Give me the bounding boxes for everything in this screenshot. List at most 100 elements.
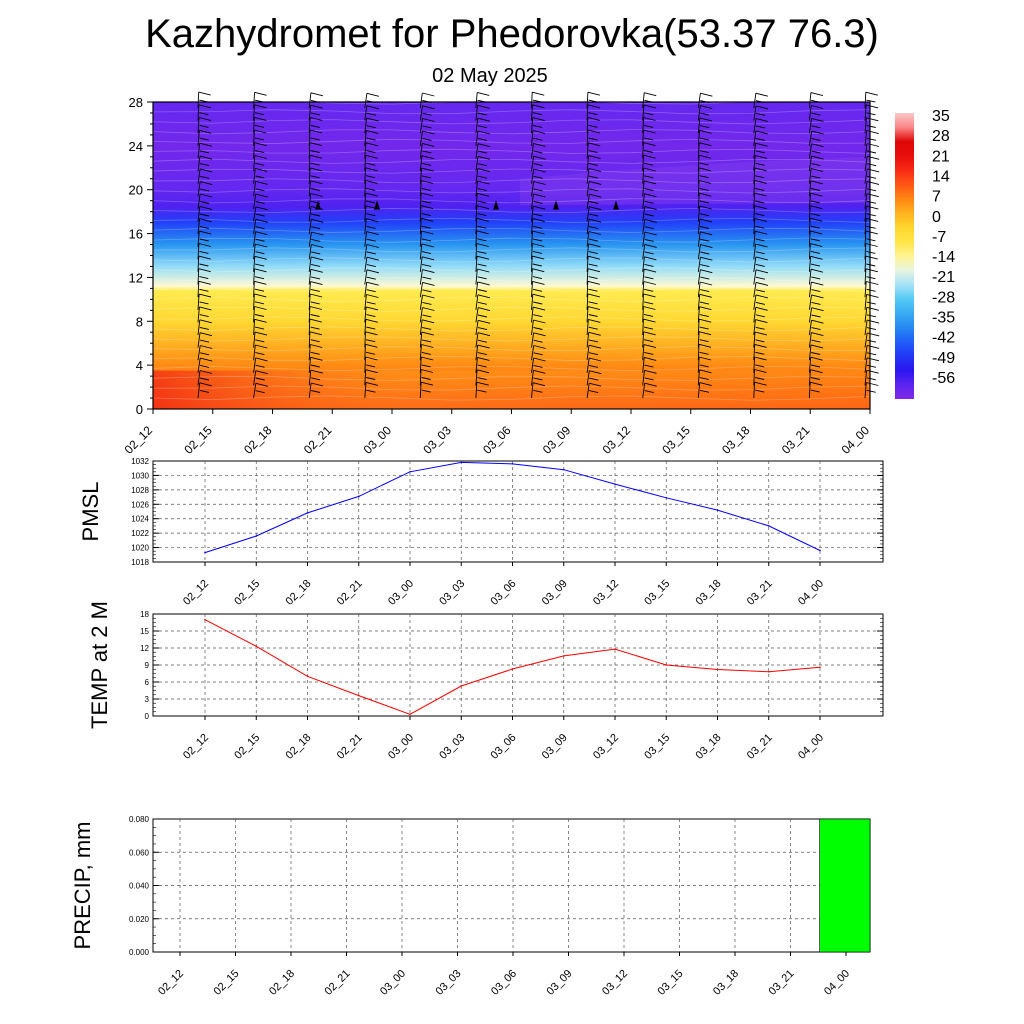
y-tick-label: 1030 <box>131 471 149 480</box>
wind-barb <box>642 331 656 348</box>
wind-barb <box>864 143 880 159</box>
colorbar-label: -14 <box>932 249 955 266</box>
wind-barb <box>586 357 602 373</box>
x-tick-label: 02_12 <box>181 732 211 762</box>
wind-barb <box>197 255 211 272</box>
wind-barb <box>864 382 879 399</box>
colorbar-label: 28 <box>932 128 950 145</box>
wind-barb <box>253 155 267 172</box>
wind-barb <box>697 117 713 134</box>
wind-barb <box>531 243 545 260</box>
wind-barb <box>753 192 767 209</box>
wind-barb <box>753 167 767 184</box>
wind-barb <box>642 306 656 323</box>
wind-barb <box>197 370 213 386</box>
wind-barb <box>475 230 489 247</box>
cold-core-region <box>520 156 870 206</box>
x-tick-label: 04_00 <box>796 578 826 608</box>
wind-barb <box>753 142 768 159</box>
wind-barb <box>642 243 657 260</box>
colorbar <box>895 113 914 399</box>
wind-barb <box>864 306 879 323</box>
temp-point <box>511 668 514 670</box>
y-tick-label: 15 <box>140 627 149 636</box>
wind-barb <box>253 318 267 336</box>
wind-barb <box>364 318 378 336</box>
wind-barb <box>475 281 490 298</box>
wind-barb <box>364 343 378 361</box>
y-tick-label: 12 <box>129 270 143 285</box>
temp-point <box>614 648 616 650</box>
wind-barb <box>419 192 434 209</box>
wind-barb <box>531 268 545 285</box>
y-tick-label: 6 <box>145 678 150 687</box>
y-tick-label: 8 <box>136 314 143 329</box>
x-tick-label: 03_09 <box>540 732 570 762</box>
wind-barb <box>808 217 823 235</box>
wind-barb <box>197 155 213 172</box>
y-tick-label: 1020 <box>131 544 149 553</box>
wind-barb <box>308 231 324 247</box>
wind-barb <box>419 294 435 310</box>
x-tick-label: 02_15 <box>181 423 215 457</box>
y-tick-label: 1018 <box>131 558 149 567</box>
wind-barbs <box>197 91 880 399</box>
wind-barb <box>364 129 379 146</box>
wind-barb <box>642 193 657 209</box>
wind-barb <box>864 243 878 260</box>
contour-line <box>152 267 871 273</box>
wind-barb <box>697 281 713 298</box>
chart-title: Kazhydromet for Phedorovka(53.37 76.3) <box>145 12 879 56</box>
wind-barb <box>864 193 879 209</box>
wind-barb <box>531 117 545 134</box>
contour-line <box>152 277 871 283</box>
contour-line <box>152 296 871 302</box>
wind-barb <box>808 180 823 197</box>
wind-barb <box>419 369 434 386</box>
wind-barb <box>697 256 713 272</box>
x-tick-label: 03_15 <box>642 732 672 762</box>
y-tick-label: 1022 <box>131 529 149 538</box>
x-tick-label: 03_12 <box>600 423 634 457</box>
wind-barb <box>864 255 878 272</box>
wind-barb <box>808 192 823 209</box>
y-tick-label: 12 <box>140 644 149 653</box>
wind-barb <box>308 244 324 260</box>
wind-barb <box>308 117 323 134</box>
wind-barb <box>364 306 379 323</box>
wind-barb <box>419 217 434 235</box>
wind-barb <box>253 206 268 222</box>
wind-barb <box>364 192 378 209</box>
wind-barb <box>308 331 323 348</box>
x-tick-label: 04_00 <box>839 423 873 457</box>
contour-line <box>152 385 871 391</box>
wind-barb <box>753 369 767 386</box>
wind-barb <box>642 268 657 285</box>
wind-barb <box>364 105 379 121</box>
temp-point <box>562 655 565 657</box>
pmsl-point <box>614 483 616 485</box>
wind-barb <box>253 231 268 247</box>
wind-barb <box>531 369 546 386</box>
wind-barb <box>808 155 824 172</box>
x-tick-label: 03_21 <box>745 578 775 608</box>
contour-line <box>152 217 871 223</box>
y-tick-label: 3 <box>145 695 150 704</box>
wind-barb <box>808 369 823 386</box>
y-tick-label: 1024 <box>131 515 149 524</box>
wind-barb <box>364 117 379 134</box>
x-tick-label: 02_18 <box>241 423 275 457</box>
x-tick-label: 02_18 <box>284 732 314 762</box>
x-tick-label: 03_12 <box>591 578 621 608</box>
contour-line <box>152 188 871 194</box>
wind-barb <box>753 155 768 172</box>
wind-barb <box>586 155 601 172</box>
wind-barb <box>808 205 823 222</box>
x-tick-label: 03_00 <box>361 423 395 457</box>
wind-barb <box>586 231 601 247</box>
contour-line <box>152 395 871 401</box>
wind-barb <box>864 293 879 310</box>
x-tick-label: 03_18 <box>711 968 741 998</box>
x-tick-label: 03_03 <box>437 732 467 762</box>
wind-barb <box>475 332 491 348</box>
